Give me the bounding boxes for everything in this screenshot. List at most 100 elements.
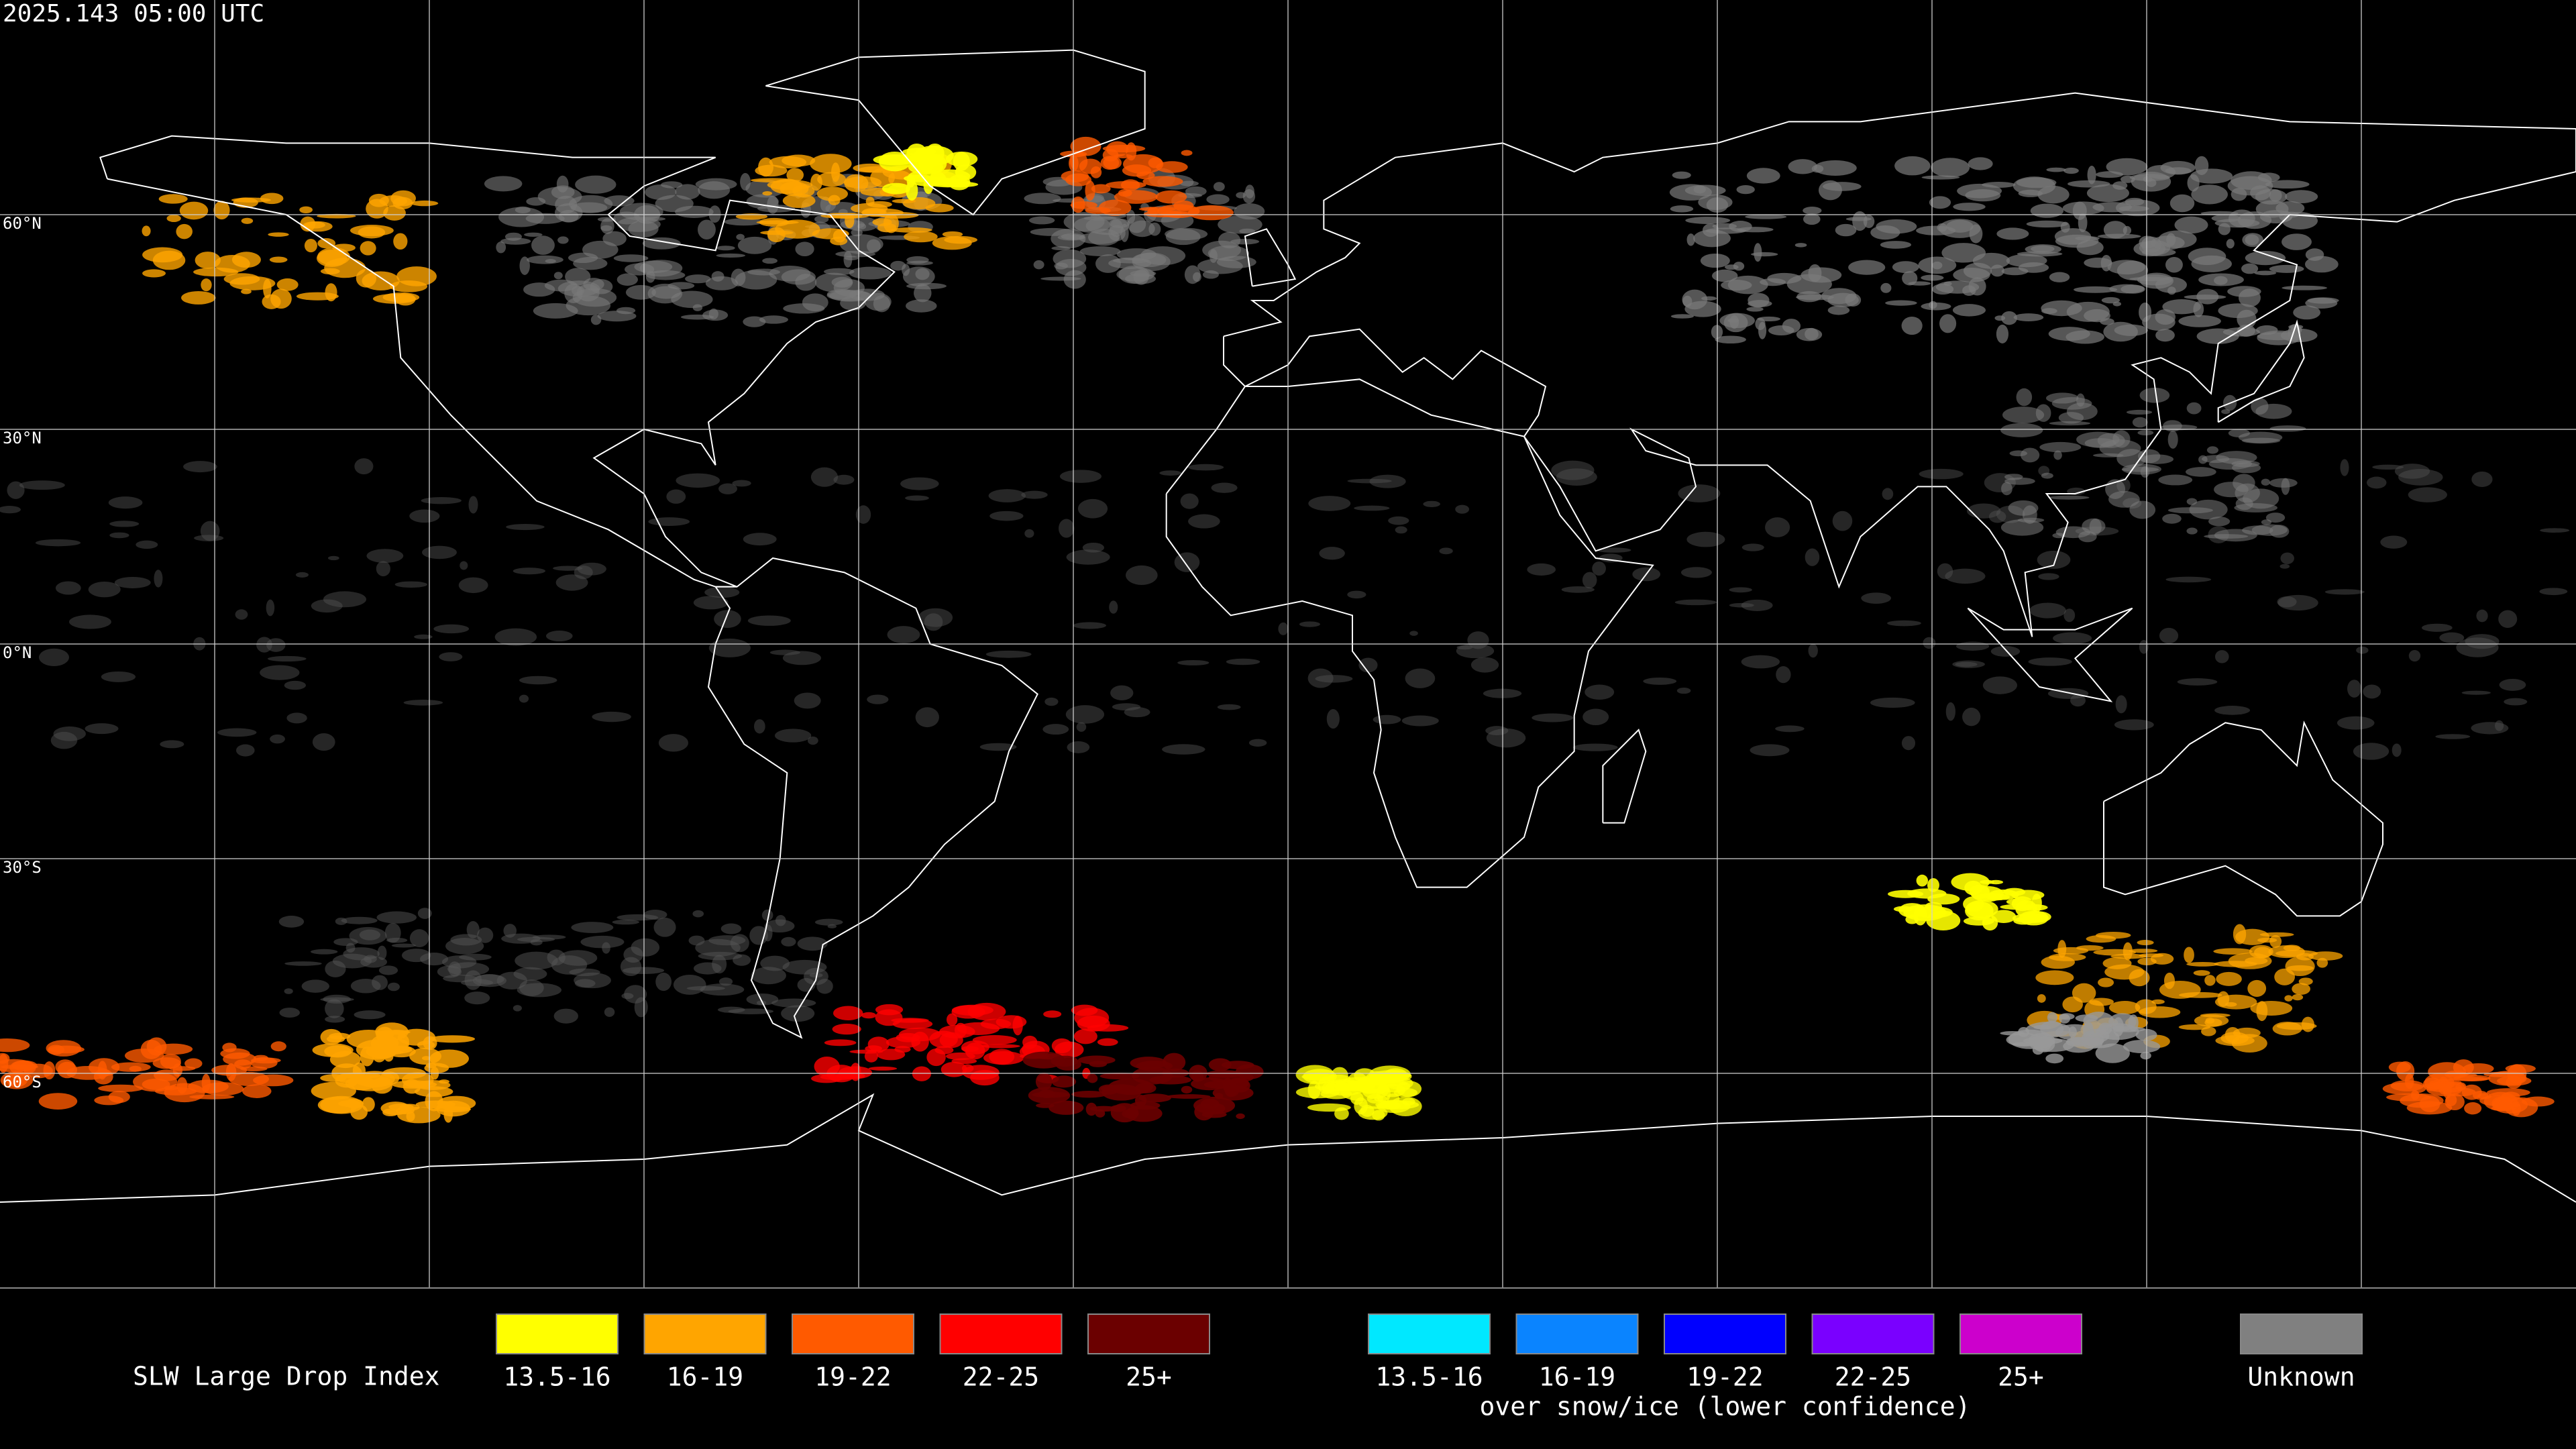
cloud — [1592, 561, 1606, 576]
cloud — [1236, 1113, 1245, 1120]
cloud — [1278, 622, 1289, 635]
cloud — [732, 480, 751, 487]
cloud — [458, 577, 488, 594]
cloud — [2280, 552, 2294, 564]
cloud — [284, 680, 307, 690]
cloud — [2129, 969, 2150, 987]
cloud — [1880, 282, 1892, 293]
cloud — [2237, 324, 2255, 337]
cloud — [1100, 156, 1120, 170]
cloud — [905, 299, 937, 313]
cloud — [1140, 246, 1186, 266]
cloud — [648, 517, 690, 527]
cloud — [2204, 534, 2249, 539]
cloud — [108, 1091, 130, 1104]
cloud — [1880, 241, 1912, 249]
cloud — [2086, 184, 2129, 203]
cloud — [2233, 474, 2255, 492]
cloud — [266, 638, 286, 652]
cloud — [414, 634, 433, 639]
cloud — [2053, 632, 2092, 645]
cloud — [1748, 292, 1770, 308]
cloud — [2284, 995, 2293, 1002]
cloud — [861, 207, 886, 217]
cloud — [421, 497, 462, 504]
legend-title: SLW Large Drop Index — [133, 1362, 440, 1391]
cloud — [890, 227, 932, 233]
cloud — [354, 458, 374, 475]
cloud — [647, 283, 683, 304]
cloud — [2089, 519, 2102, 535]
cloud — [1814, 160, 1857, 176]
legend-label: 13.5-16 — [1375, 1362, 1483, 1392]
cloud — [2201, 455, 2230, 464]
cloud — [1217, 704, 1241, 710]
cloud — [1984, 892, 2000, 900]
cloud — [2439, 632, 2465, 643]
cloud — [329, 1032, 351, 1040]
cloud — [1805, 548, 1820, 566]
cloud — [2116, 260, 2149, 280]
cloud — [602, 231, 627, 246]
cloud — [2257, 937, 2277, 943]
cloud — [2277, 594, 2318, 611]
cloud — [1347, 590, 1366, 599]
cloud — [1901, 736, 1916, 751]
latitude-label: 0°N — [3, 643, 32, 662]
cloud — [979, 743, 1017, 751]
cloud — [325, 283, 337, 302]
cloud — [2213, 948, 2253, 955]
cloud — [1124, 1105, 1163, 1122]
cloud — [892, 1018, 933, 1030]
cloud — [2015, 900, 2037, 918]
cloud — [433, 624, 470, 634]
cloud — [1926, 910, 1961, 931]
legend-swatch — [1368, 1313, 1491, 1354]
cloud — [409, 509, 440, 523]
cloud — [1788, 159, 1818, 174]
cloud — [2123, 1040, 2161, 1053]
cloud — [2048, 495, 2090, 500]
cloud — [2008, 500, 2039, 516]
cloud — [320, 1095, 364, 1114]
cloud — [1073, 1028, 1097, 1044]
legend-swatch — [1811, 1313, 1935, 1354]
cloud — [1680, 567, 1712, 578]
cloud — [6, 1072, 28, 1087]
cloud — [1582, 708, 1609, 726]
cloud — [1991, 910, 2017, 924]
cloud — [877, 211, 919, 219]
cloud — [1863, 215, 1875, 228]
cloud — [1095, 254, 1121, 273]
cloud — [833, 279, 865, 297]
cloud — [2421, 623, 2453, 632]
cloud — [362, 271, 400, 290]
cloud — [1181, 1085, 1193, 1094]
cloud — [269, 256, 288, 263]
cloud — [376, 911, 417, 924]
cloud — [2281, 478, 2290, 495]
cloud — [2075, 1014, 2098, 1022]
cloud — [553, 272, 563, 280]
cloud — [2087, 165, 2096, 184]
cloud — [1032, 1091, 1070, 1098]
cloud — [1114, 154, 1133, 159]
cloud — [533, 303, 578, 319]
cloud — [1848, 260, 1886, 275]
cloud — [311, 599, 343, 613]
cloud — [2084, 258, 2112, 268]
legend-label: 25+ — [1998, 1362, 2044, 1392]
cloud — [2265, 513, 2286, 523]
cloud — [2048, 327, 2090, 341]
cloud — [217, 728, 257, 737]
cloud — [655, 972, 672, 991]
cloud — [2245, 234, 2259, 246]
cloud — [2100, 318, 2114, 325]
cloud — [1022, 1051, 1065, 1069]
cloud — [1082, 542, 1104, 553]
cloud — [1156, 161, 1188, 173]
cloud — [2220, 1032, 2249, 1044]
cloud — [1149, 1075, 1191, 1085]
cloud — [1585, 684, 1615, 700]
cloud — [50, 731, 78, 749]
